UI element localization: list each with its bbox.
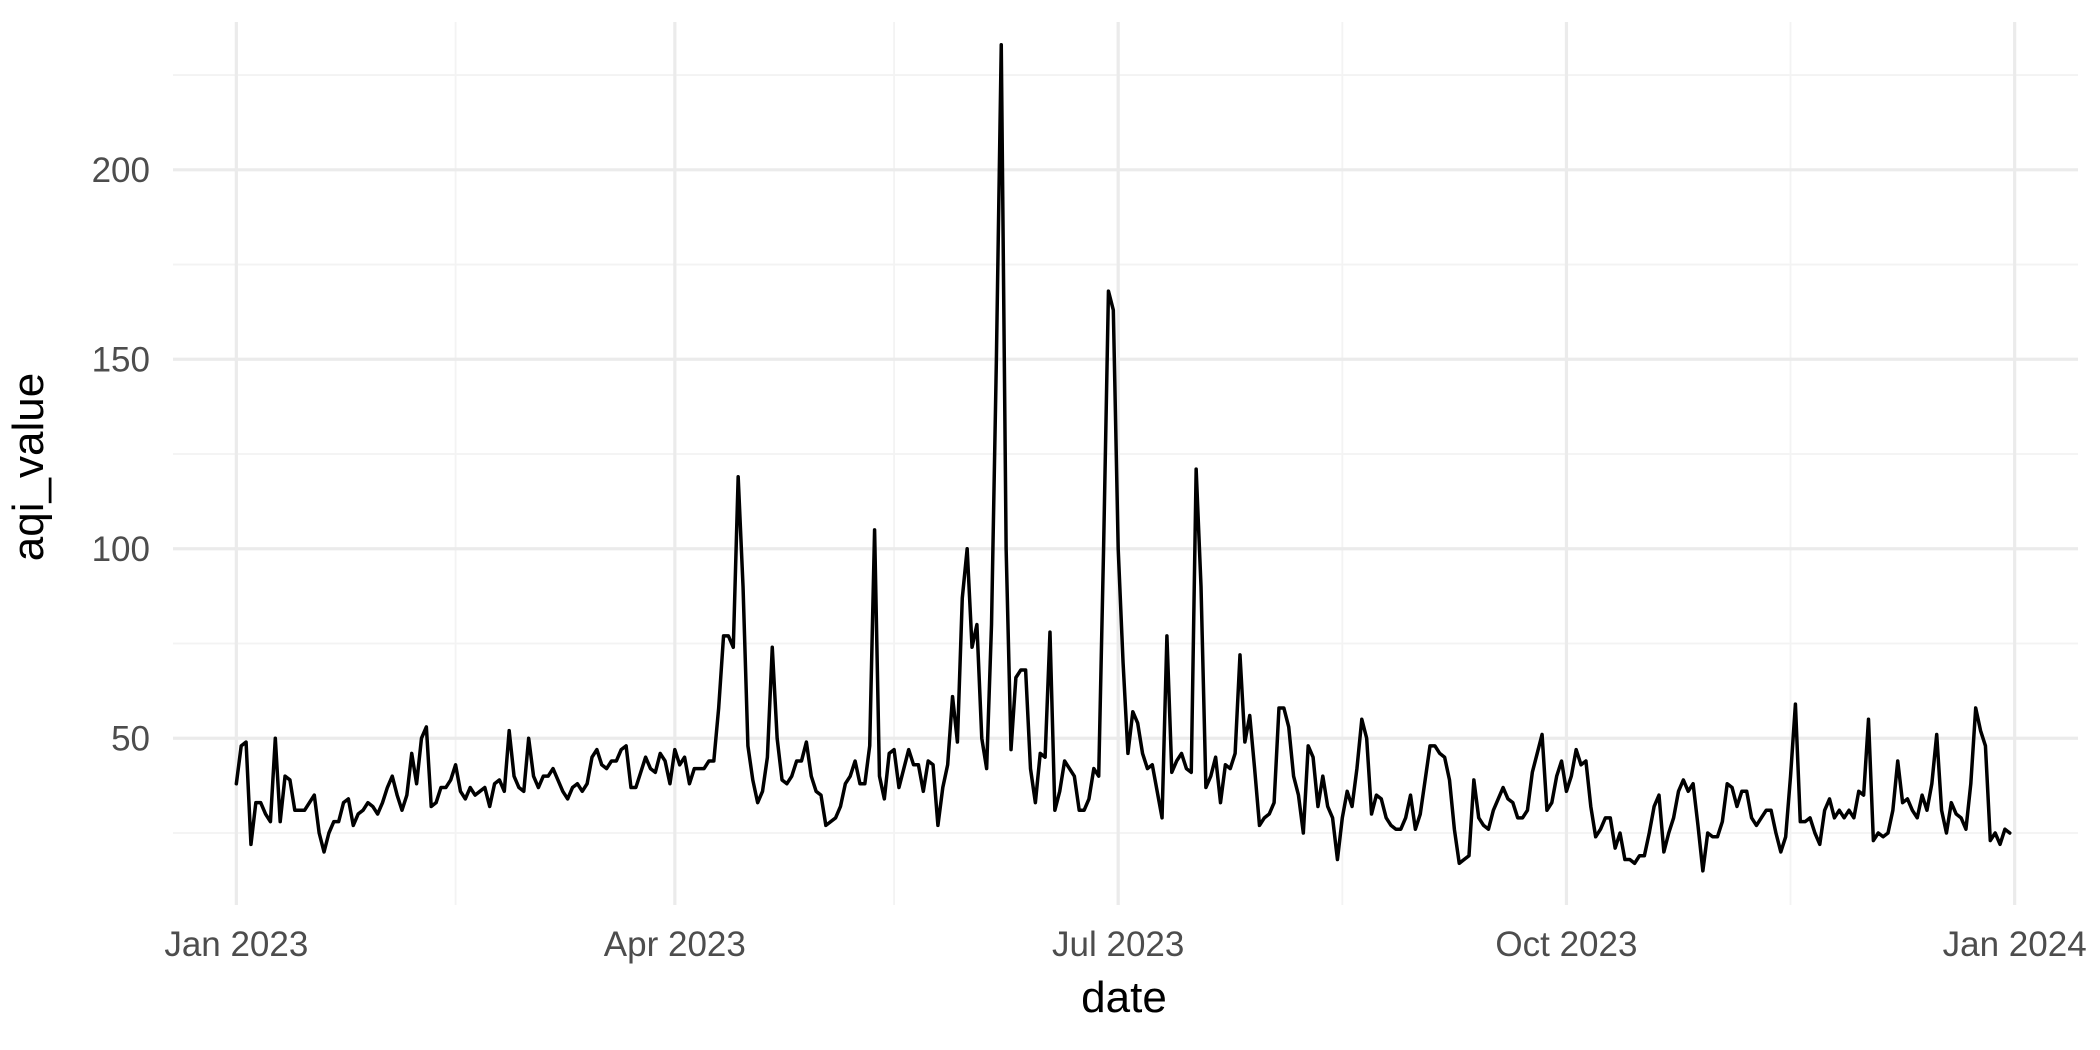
x-tick-label: Jan 2024 [1943,925,2087,964]
x-tick-label: Oct 2023 [1495,925,1637,964]
y-tick-label: 150 [92,340,150,379]
major-gridlines [173,22,2078,905]
x-axis-tick-labels: Jan 2023 Apr 2023 Jul 2023 Oct 2023 Jan 2024 [164,925,2086,964]
y-axis-tick-labels: 50 100 150 200 [92,151,150,758]
series-layer [234,42,2012,873]
x-tick-label: Jan 2023 [164,925,308,964]
x-axis-title: date [1081,973,1167,1022]
y-axis-title: aqi_value [4,373,53,561]
x-tick-label: Jul 2023 [1052,925,1184,964]
y-tick-label: 200 [92,151,150,190]
aqi-series-line [234,42,2012,873]
y-tick-label: 50 [111,719,150,758]
x-tick-label: Apr 2023 [604,925,746,964]
y-tick-label: 100 [92,530,150,569]
